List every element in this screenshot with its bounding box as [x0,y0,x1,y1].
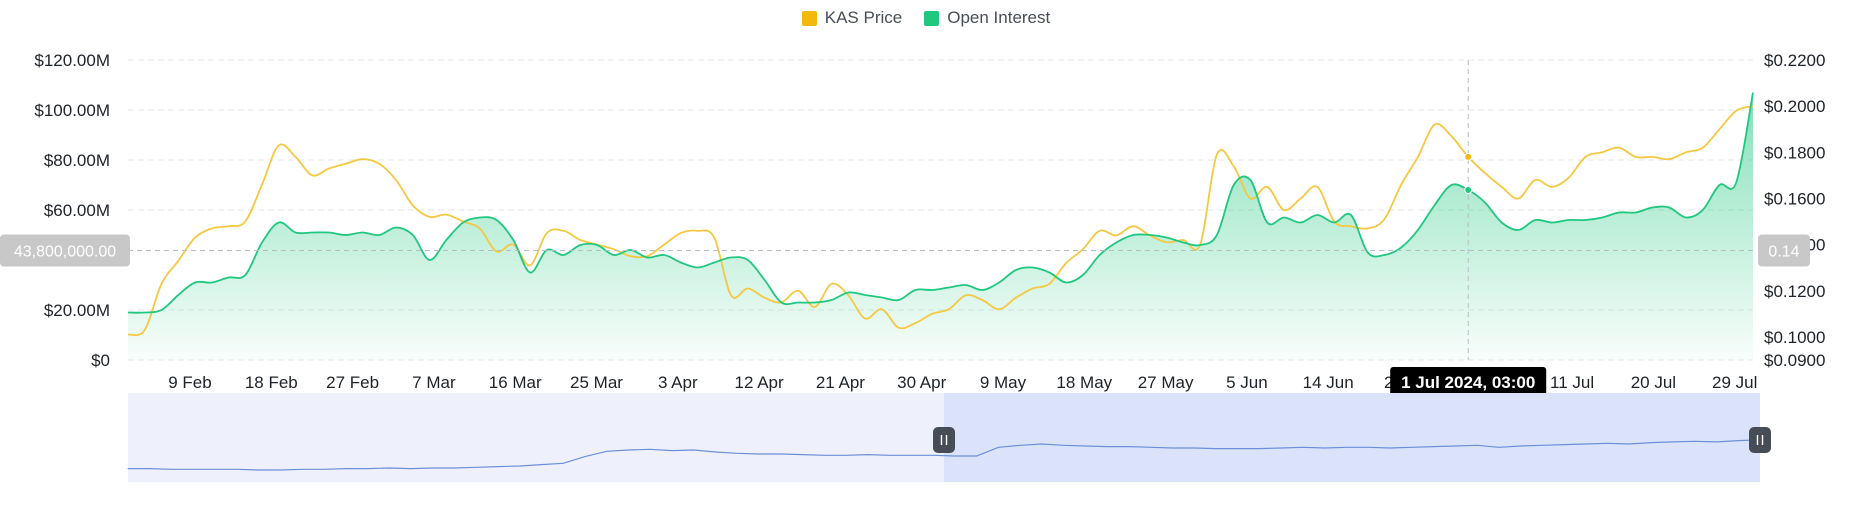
x-tick-label: 20 Jul [1631,373,1676,392]
x-tick-label: 14 Jun [1303,373,1354,392]
x-axis: 9 Feb 18 Feb 27 Feb 7 Mar 16 Mar 25 Mar 3 Apr 1… [168,373,1757,392]
x-tick-label: 21 Apr [816,373,865,392]
navigator-right-handle[interactable] [1749,427,1771,453]
navigator-selection[interactable] [944,393,1760,482]
legend-item-kas-price[interactable]: KAS Price [801,8,903,28]
left-tick-label: $20.00M [44,301,110,320]
navigator[interactable] [127,393,1771,482]
x-tick-label: 12 Apr [735,373,784,392]
open-interest-area [128,92,1753,360]
x-tick-label: 27 Feb [326,373,379,392]
left-tick-label: $0 [91,351,110,370]
legend-label-kas-price: KAS Price [824,8,903,27]
open-interest-line [127,92,1754,314]
x-tick-label: 16 Mar [489,373,542,392]
x-tick-label: 5 Jun [1226,373,1268,392]
crosshair-date-badge [1390,367,1547,397]
crosshair-left-value: 43,800,000.00 [14,244,116,261]
crosshair-left-badge [0,234,130,267]
right-tick-label: $0.1600 [1764,189,1825,208]
right-tick-label: $0.1000 [1764,328,1825,347]
right-tick-label: $0.1800 [1764,143,1825,162]
navigator-left-handle[interactable] [933,427,955,453]
x-tick-label: 18 Feb [245,373,298,392]
x-tick-label: 9 Feb [168,373,211,392]
x-tick-label: 11 Jul [1550,373,1594,392]
open-interest-swatch-icon [924,10,940,26]
x-tick-label: 3 Apr [658,373,698,392]
handle-grip-icon[interactable] [933,427,955,453]
legend-label-open-interest: Open Interest [947,8,1051,27]
x-tick-label: 30 Apr [897,373,946,392]
legend-item-open-interest[interactable]: Open Interest [924,8,1050,28]
x-tick-label: 25 Mar [570,373,623,392]
right-tick-label: $0.0900 [1764,351,1825,370]
x-tick-label: 18 May [1056,373,1112,392]
chart-legend: KAS Price Open Interest [0,8,1852,28]
kas-price-line [127,105,1754,337]
left-tick-label: $80.00M [44,151,110,170]
left-axis: $0 $20.00M $60.00M $80.00M $100.00M $120.00M [34,51,110,370]
crosshair-right-value: 0.14 [1768,244,1799,261]
kas-price-swatch-icon [801,10,817,26]
x-tick-label: 29 Jul [1712,373,1757,392]
crosshair-oi-point [1464,186,1473,194]
x-tick-label: 27 May [1138,373,1194,392]
x-tick-label: 7 Mar [412,373,456,392]
handle-grip-icon[interactable] [1749,427,1771,453]
crosshair: 43,800,000.00 0.14 1 Jul 2024, 03:00 [0,60,1810,397]
left-tick-label: $60.00M [44,201,110,220]
right-tick-label: $0.1200 [1764,282,1825,301]
navigator-line [127,439,1761,471]
left-tick-label: $100.00M [34,101,110,120]
right-axis: $0.0900$0.1000$0.1200$0.1400$0.1600$0.18… [1764,51,1825,370]
left-tick-label: $120.00M [34,51,110,70]
right-tick-label: $0.2000 [1764,97,1825,116]
crosshair-price-point [1464,152,1473,161]
crosshair-right-badge [1758,234,1810,267]
x-tick-label: 9 May [980,373,1027,392]
right-tick-label: $0.2200 [1764,51,1825,70]
crosshair-date-label: 1 Jul 2024, 03:00 [1401,373,1535,392]
